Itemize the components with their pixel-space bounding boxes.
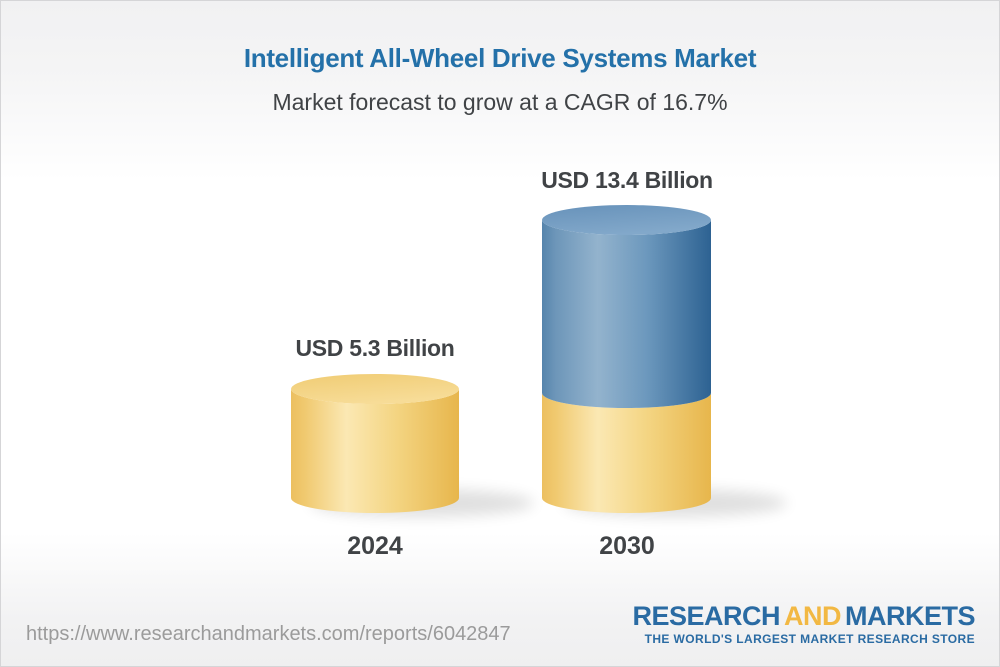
logo-word-and: AND: [784, 601, 842, 631]
bar-2024-cylinder: [291, 374, 459, 513]
research-and-markets-logo: RESEARCH AND MARKETS THE WORLD'S LARGEST M…: [632, 603, 975, 646]
page-title: Intelligent All-Wheel Drive Systems Mark…: [243, 43, 757, 73]
bar-2030-growth-segment: [542, 220, 711, 408]
logo-wordmark: RESEARCH AND MARKETS: [632, 603, 975, 630]
value-label-2024: USD 5.3 Billion: [295, 335, 455, 361]
bar-2030-base-segment: [542, 393, 711, 513]
category-label-2030: 2030: [599, 532, 655, 560]
category-label-2024: 2024: [347, 532, 403, 560]
bar-2030-cylinder: [542, 205, 711, 513]
value-label-2030: USD 13.4 Billion: [541, 167, 713, 193]
logo-word-research: RESEARCH: [632, 601, 780, 631]
report-url-text: https://www.researchandmarkets.com/repor…: [26, 623, 511, 645]
page-subtitle: Market forecast to grow at a CAGR of 16.…: [272, 89, 728, 115]
logo-tagline: THE WORLD'S LARGEST MARKET RESEARCH STOR…: [644, 632, 975, 646]
logo-word-markets: MARKETS: [845, 601, 976, 631]
